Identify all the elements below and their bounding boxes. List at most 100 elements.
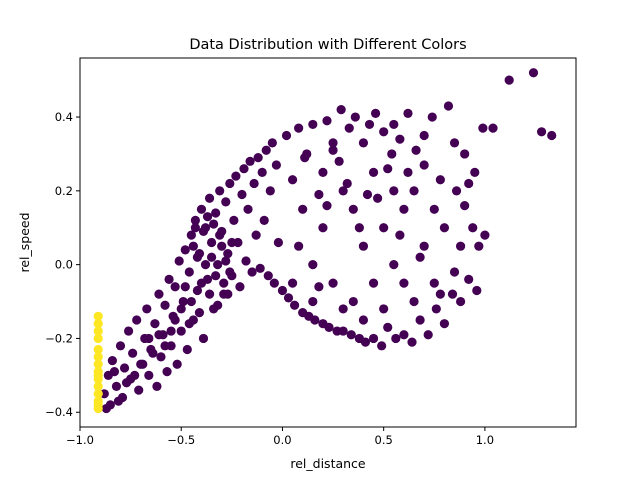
data-point-0-165 [170, 315, 180, 325]
data-point-0-21 [156, 352, 166, 362]
data-point-0-144 [186, 296, 196, 307]
data-point-1-6 [93, 359, 103, 369]
data-point-0-201 [379, 304, 389, 314]
data-point-0-166 [166, 326, 176, 336]
y-axis-label: rel_speed [17, 212, 32, 272]
data-point-0-195 [348, 296, 358, 307]
data-point-0-66 [247, 267, 257, 277]
data-point-0-125 [443, 101, 454, 111]
data-point-0-210 [460, 149, 470, 159]
data-point-0-199 [429, 204, 439, 214]
data-point-0-23 [160, 300, 170, 310]
data-point-0-156 [219, 278, 229, 288]
data-point-0-157 [194, 308, 205, 318]
data-point-0-172 [130, 370, 140, 380]
scatter-points [93, 68, 557, 414]
y-axis-ticks: −0.4 −0.2 0.0 0.2 0.4 [45, 110, 80, 419]
data-point-0-25 [164, 274, 174, 284]
data-point-0-196 [389, 186, 399, 196]
data-point-0-8 [123, 326, 134, 336]
data-point-0-185 [419, 241, 429, 251]
data-point-0-53 [221, 197, 231, 207]
data-point-1-14 [93, 370, 103, 380]
data-point-0-129 [460, 201, 470, 211]
data-point-0-192 [298, 204, 308, 214]
data-point-0-104 [360, 337, 371, 347]
data-point-0-209 [419, 130, 429, 141]
x-tick-label-1: −0.5 [167, 433, 195, 447]
data-point-0-20 [154, 289, 164, 299]
data-point-0-49 [213, 260, 223, 270]
data-point-0-63 [241, 256, 251, 266]
data-point-0-133 [474, 241, 484, 251]
data-point-0-83 [287, 175, 298, 185]
data-point-0-189 [318, 223, 328, 233]
data-point-0-183 [399, 204, 409, 214]
data-point-0-220 [403, 108, 413, 118]
y-tick-label-0: −0.4 [45, 405, 73, 419]
data-point-0-118 [415, 315, 425, 325]
data-point-1-10 [93, 326, 103, 336]
data-point-0-190 [308, 260, 318, 270]
data-point-0-178 [348, 204, 358, 214]
data-point-0-67 [249, 178, 259, 189]
data-point-0-18 [150, 319, 160, 329]
y-tick-label-2: 0.0 [55, 258, 73, 272]
data-point-0-188 [449, 267, 460, 277]
data-point-0-70 [255, 263, 265, 273]
data-point-0-69 [253, 153, 263, 163]
data-point-0-84 [290, 300, 300, 310]
data-point-0-224 [322, 201, 332, 211]
data-point-0-194 [318, 167, 328, 177]
data-point-0-177 [338, 186, 348, 196]
data-point-0-112 [391, 333, 401, 344]
data-point-0-106 [368, 333, 379, 344]
data-point-0-211 [470, 167, 480, 177]
data-point-0-168 [154, 330, 164, 340]
data-point-0-90 [310, 315, 320, 325]
data-point-0-174 [113, 396, 124, 406]
data-point-0-222 [344, 123, 354, 133]
data-point-0-121 [427, 112, 437, 122]
data-point-0-38 [190, 215, 200, 225]
data-point-0-204 [308, 296, 318, 307]
data-point-0-215 [415, 252, 425, 262]
data-point-0-117 [411, 145, 421, 155]
chart-title: Data Distribution with Different Colors [189, 37, 466, 53]
data-point-0-115 [403, 167, 413, 177]
data-point-0-31 [176, 326, 186, 336]
data-point-0-73 [261, 145, 271, 155]
data-point-0-131 [468, 223, 478, 233]
data-point-0-160 [184, 319, 194, 329]
data-point-0-101 [350, 112, 360, 122]
data-point-0-135 [480, 230, 490, 240]
data-point-0-153 [215, 230, 225, 240]
data-point-0-175 [109, 367, 120, 377]
data-point-0-184 [409, 296, 419, 307]
data-point-0-111 [387, 149, 397, 159]
plot-frame [79, 57, 577, 428]
data-point-1-13 [93, 400, 103, 410]
data-point-0-91 [314, 189, 324, 200]
data-point-0-208 [389, 119, 399, 130]
data-point-0-218 [464, 178, 474, 189]
data-point-0-50 [215, 186, 225, 196]
data-point-0-110 [383, 322, 393, 332]
data-point-0-216 [435, 289, 445, 299]
data-point-0-94 [324, 322, 334, 332]
data-point-0-134 [478, 123, 488, 133]
data-point-0-7 [119, 363, 130, 373]
data-point-0-55 [225, 178, 235, 189]
data-point-0-126 [447, 289, 458, 299]
data-point-0-42 [198, 333, 209, 344]
data-point-0-164 [223, 289, 233, 299]
data-point-0-36 [186, 230, 196, 240]
data-point-0-39 [192, 285, 203, 296]
data-point-0-45 [204, 193, 215, 203]
data-point-0-203 [338, 304, 348, 314]
data-point-0-119 [419, 160, 429, 170]
data-point-0-109 [379, 127, 389, 137]
